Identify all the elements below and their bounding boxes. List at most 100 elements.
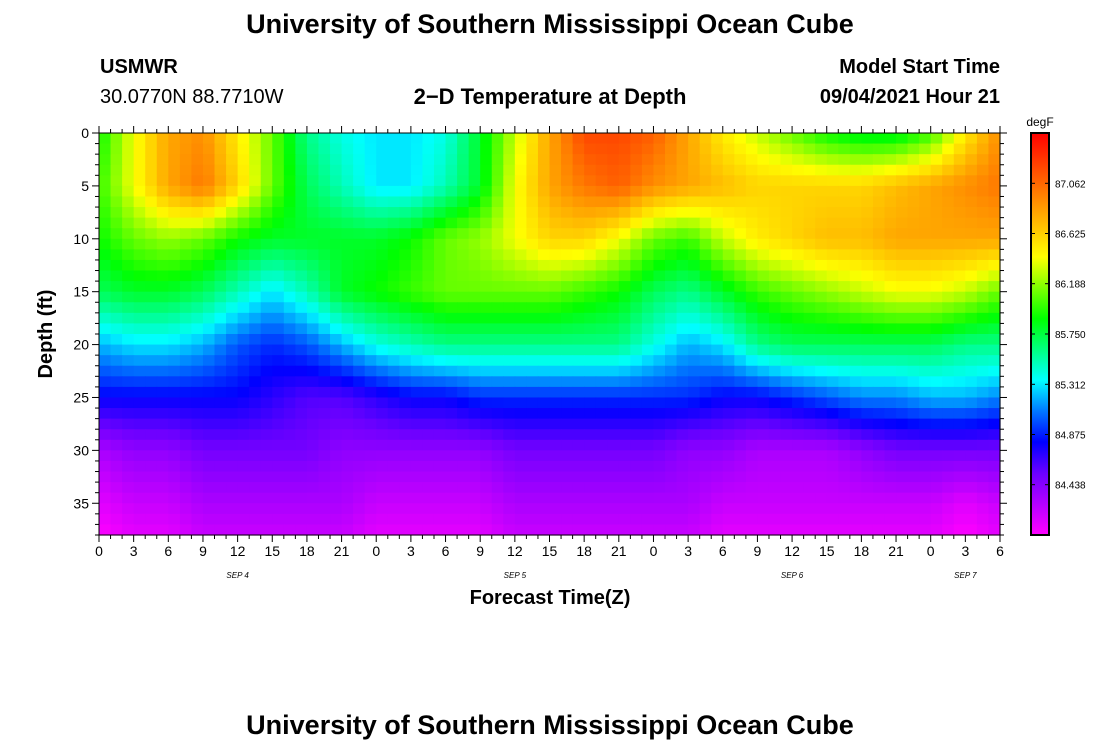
heatmap-cell bbox=[619, 175, 631, 186]
heatmap-cell bbox=[711, 144, 723, 155]
heatmap-cell bbox=[538, 271, 550, 282]
heatmap-cell bbox=[700, 186, 712, 197]
heatmap-cell bbox=[977, 323, 989, 334]
heatmap-cell bbox=[965, 397, 977, 408]
heatmap-cell bbox=[931, 271, 943, 282]
heatmap-cell bbox=[238, 302, 250, 313]
heatmap-cell bbox=[249, 260, 261, 271]
heatmap-cell bbox=[734, 175, 746, 186]
heatmap-cell bbox=[122, 514, 134, 525]
heatmap-cell bbox=[827, 186, 839, 197]
heatmap-cell bbox=[191, 440, 203, 451]
heatmap-cell bbox=[954, 218, 966, 229]
heatmap-cell bbox=[977, 366, 989, 377]
heatmap-cell bbox=[804, 144, 816, 155]
heatmap-cell bbox=[642, 281, 654, 292]
heatmap-cell bbox=[873, 440, 885, 451]
heatmap-cell bbox=[492, 154, 504, 165]
heatmap-cell bbox=[238, 355, 250, 366]
y-tick-label: 20 bbox=[73, 337, 89, 353]
heatmap-cell bbox=[365, 397, 377, 408]
x-tick-label: 9 bbox=[476, 543, 484, 559]
heatmap-cell bbox=[434, 408, 446, 419]
heatmap-cell bbox=[815, 175, 827, 186]
heatmap-cell bbox=[850, 271, 862, 282]
heatmap-cell bbox=[792, 228, 804, 239]
heatmap-cell bbox=[584, 271, 596, 282]
heatmap-cell bbox=[619, 218, 631, 229]
heatmap-cell bbox=[249, 239, 261, 250]
x-tick-label: 15 bbox=[264, 543, 280, 559]
heatmap-cell bbox=[711, 218, 723, 229]
heatmap-cell bbox=[353, 292, 365, 303]
heatmap-cell bbox=[203, 133, 215, 144]
heatmap-cell bbox=[792, 292, 804, 303]
heatmap-cell bbox=[168, 419, 180, 430]
heatmap-cell bbox=[434, 302, 446, 313]
heatmap-cell bbox=[122, 440, 134, 451]
heatmap-cell bbox=[861, 440, 873, 451]
heatmap-cell bbox=[792, 524, 804, 535]
heatmap-cell bbox=[376, 144, 388, 155]
heatmap-cell bbox=[838, 472, 850, 483]
heatmap-cell bbox=[573, 175, 585, 186]
heatmap-cell bbox=[365, 133, 377, 144]
heatmap-cell bbox=[353, 186, 365, 197]
heatmap-cell bbox=[861, 144, 873, 155]
heatmap-cell bbox=[573, 450, 585, 461]
heatmap-cell bbox=[723, 302, 735, 313]
heatmap-cell bbox=[711, 165, 723, 176]
heatmap-cell bbox=[249, 429, 261, 440]
heatmap-cell bbox=[919, 302, 931, 313]
heatmap-cell bbox=[446, 302, 458, 313]
heatmap-cell bbox=[388, 292, 400, 303]
heatmap-cell bbox=[619, 524, 631, 535]
heatmap-cell bbox=[492, 408, 504, 419]
colorbar-tick-label: 84.875 bbox=[1055, 431, 1086, 442]
heatmap-cell bbox=[757, 397, 769, 408]
heatmap-cell bbox=[815, 323, 827, 334]
heatmap-cell bbox=[746, 292, 758, 303]
heatmap-cell bbox=[642, 249, 654, 260]
heatmap-cell bbox=[792, 260, 804, 271]
heatmap-cell bbox=[399, 239, 411, 250]
heatmap-cell bbox=[653, 186, 665, 197]
heatmap-cell bbox=[919, 461, 931, 472]
heatmap-cell bbox=[688, 472, 700, 483]
heatmap-cell bbox=[526, 207, 538, 218]
heatmap-cell bbox=[873, 345, 885, 356]
heatmap-cell bbox=[653, 429, 665, 440]
heatmap-cell bbox=[330, 133, 342, 144]
heatmap-cell bbox=[630, 260, 642, 271]
heatmap-cell bbox=[376, 376, 388, 387]
heatmap-cell bbox=[538, 133, 550, 144]
heatmap-cell bbox=[399, 472, 411, 483]
heatmap-cell bbox=[203, 196, 215, 207]
heatmap-cell bbox=[688, 514, 700, 525]
heatmap-cell bbox=[307, 524, 319, 535]
heatmap-cell bbox=[757, 366, 769, 377]
heatmap-cell bbox=[573, 302, 585, 313]
heatmap-cell bbox=[446, 228, 458, 239]
heatmap-cell bbox=[965, 440, 977, 451]
heatmap-cell bbox=[584, 397, 596, 408]
heatmap-cell bbox=[203, 302, 215, 313]
heatmap-cell bbox=[353, 133, 365, 144]
heatmap-cell bbox=[561, 249, 573, 260]
heatmap-cell bbox=[630, 524, 642, 535]
heatmap-cell bbox=[168, 260, 180, 271]
heatmap-cell bbox=[480, 419, 492, 430]
heatmap-cell bbox=[249, 450, 261, 461]
heatmap-cell bbox=[734, 154, 746, 165]
heatmap-cell bbox=[977, 218, 989, 229]
heatmap-cell bbox=[515, 493, 527, 504]
heatmap-cell bbox=[457, 302, 469, 313]
heatmap-cell bbox=[723, 218, 735, 229]
heatmap-cell bbox=[653, 355, 665, 366]
heatmap-cell bbox=[284, 207, 296, 218]
heatmap-cell bbox=[503, 175, 515, 186]
heatmap-cell bbox=[815, 450, 827, 461]
heatmap-cell bbox=[919, 429, 931, 440]
heatmap-cell bbox=[665, 376, 677, 387]
heatmap-cell bbox=[861, 461, 873, 472]
